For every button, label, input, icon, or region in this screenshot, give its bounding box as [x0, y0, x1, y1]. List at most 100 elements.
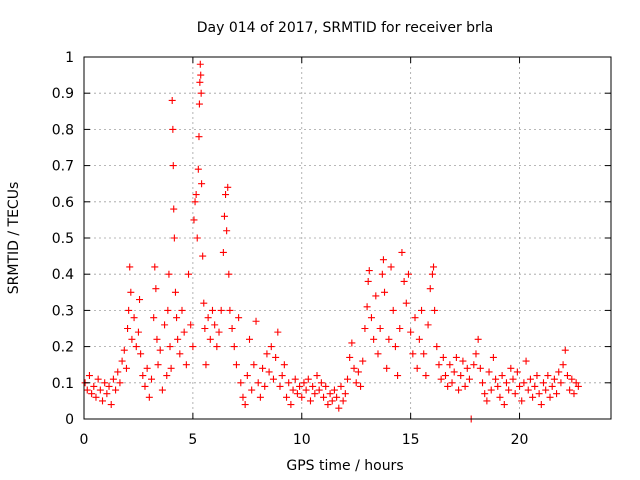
plot-border — [83, 56, 612, 420]
data-point — [195, 133, 203, 141]
y-tick-label: 0.6 — [52, 195, 74, 211]
data-point — [539, 379, 547, 387]
data-point — [505, 386, 513, 394]
y-tick-label: 0.5 — [52, 231, 74, 247]
data-point — [241, 401, 249, 409]
data-point — [195, 100, 203, 108]
data-point — [198, 180, 206, 188]
data-point — [474, 335, 482, 343]
data-point — [261, 382, 269, 390]
data-point — [170, 234, 178, 242]
data-point — [457, 372, 465, 380]
data-point — [574, 382, 582, 390]
grid-lines — [84, 57, 611, 419]
data-point — [337, 382, 345, 390]
data-point — [127, 288, 135, 296]
data-point — [483, 397, 491, 405]
data-point — [529, 393, 537, 401]
data-point — [459, 357, 467, 365]
data-point — [156, 346, 164, 354]
data-point — [498, 372, 506, 380]
data-point — [226, 306, 234, 314]
data-point — [542, 386, 550, 394]
data-point — [383, 364, 391, 372]
data-point — [287, 401, 295, 409]
data-point — [324, 401, 332, 409]
data-point — [496, 393, 504, 401]
data-point — [546, 393, 554, 401]
data-point — [309, 382, 317, 390]
data-point — [407, 328, 415, 336]
data-point — [250, 361, 258, 369]
data-point — [154, 361, 162, 369]
data-point — [411, 314, 419, 322]
data-point — [487, 386, 495, 394]
data-point — [441, 372, 449, 380]
data-point — [426, 285, 434, 293]
data-point — [239, 393, 247, 401]
data-point — [548, 382, 556, 390]
data-point — [413, 364, 421, 372]
data-point — [168, 96, 176, 104]
data-point — [191, 198, 199, 206]
data-point — [192, 191, 200, 199]
data-point — [424, 321, 432, 329]
data-point — [450, 368, 458, 376]
data-point — [396, 325, 404, 332]
x-tick-label: 15 — [402, 432, 420, 448]
data-point — [223, 227, 231, 235]
data-point — [481, 390, 489, 398]
data-point — [200, 299, 208, 307]
data-point — [137, 350, 145, 358]
data-point — [276, 382, 284, 390]
data-point — [92, 393, 100, 401]
data-point — [300, 379, 308, 387]
data-point — [185, 270, 193, 278]
data-point — [559, 361, 567, 369]
y-tick-label: 0.4 — [52, 267, 74, 283]
data-point — [367, 314, 375, 322]
data-point — [164, 306, 172, 314]
data-point — [537, 401, 545, 409]
data-point — [278, 372, 286, 380]
data-point — [166, 343, 174, 351]
data-point — [533, 372, 541, 380]
data-point — [394, 372, 402, 380]
y-axis-title: SRMTID / TECUs — [6, 182, 22, 295]
data-point — [526, 375, 534, 383]
data-point — [139, 372, 147, 380]
data-point — [122, 364, 130, 372]
data-point — [372, 292, 380, 300]
data-point — [354, 368, 362, 376]
data-point — [492, 375, 500, 383]
data-point — [346, 353, 354, 361]
data-point — [339, 397, 347, 405]
data-point — [213, 343, 221, 351]
data-point — [566, 386, 574, 394]
data-point — [376, 325, 384, 332]
data-point — [96, 386, 104, 394]
data-point — [163, 372, 171, 380]
data-point — [124, 325, 132, 332]
data-point — [224, 183, 232, 191]
data-point — [94, 375, 102, 383]
data-point — [285, 379, 293, 387]
data-point — [293, 390, 301, 398]
data-point — [511, 390, 519, 398]
data-point — [170, 205, 178, 213]
data-point — [291, 375, 299, 383]
data-point — [344, 375, 351, 383]
data-point — [461, 382, 469, 390]
data-point — [85, 372, 93, 380]
data-point — [311, 390, 319, 398]
data-point — [470, 361, 478, 369]
data-point — [189, 343, 197, 351]
data-point — [267, 343, 275, 351]
data-point — [365, 267, 373, 275]
data-point — [306, 397, 314, 405]
data-point — [208, 306, 216, 314]
data-point — [169, 162, 177, 170]
data-point — [572, 379, 580, 387]
data-point — [420, 350, 428, 358]
